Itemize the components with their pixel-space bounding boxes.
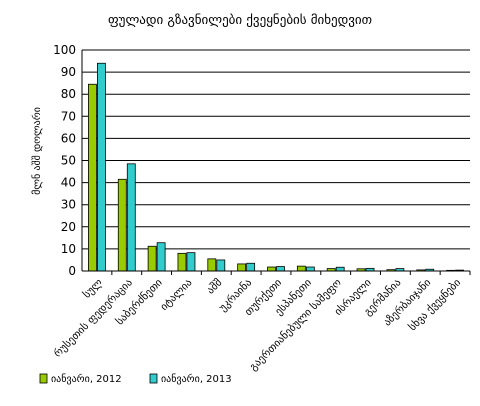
legend-label: იანვარი, 2012 — [51, 373, 122, 385]
y-tick-label: 70 — [61, 109, 76, 123]
bar-2013 — [246, 262, 256, 272]
y-tick-label: 90 — [61, 65, 76, 79]
y-tick-label: 10 — [61, 242, 76, 256]
legend-swatch — [39, 373, 48, 384]
bar-2012 — [88, 83, 97, 272]
category-label: სულ — [81, 277, 105, 301]
y-tick-label: 40 — [61, 176, 76, 190]
category-label: იტალია — [158, 277, 194, 313]
bar-2013 — [97, 62, 106, 272]
y-tick-label: 80 — [61, 87, 76, 101]
y-tick-label: 30 — [61, 198, 76, 212]
bar-2013 — [126, 163, 136, 272]
bar-2012 — [207, 258, 217, 272]
y-tick-label: 50 — [61, 154, 76, 168]
bar-2013 — [335, 266, 345, 272]
y-tick-label: 0 — [68, 264, 76, 278]
y-tick-labels: 0 10 20 30 40 50 60 70 80 90 100 — [53, 43, 76, 278]
category-label: აშშ — [204, 277, 224, 297]
y-axis-label: მლნ აშშ დოლარი — [31, 107, 43, 195]
bar-2013 — [156, 242, 166, 272]
gridlines — [82, 49, 470, 250]
y-tick-label: 100 — [53, 43, 76, 57]
y-tick-label: 20 — [61, 220, 76, 234]
bar-2013 — [186, 252, 196, 272]
legend-swatch — [149, 373, 158, 384]
bar-2013 — [276, 266, 285, 272]
bar-2013 — [305, 266, 315, 272]
bar-2013 — [216, 259, 226, 272]
bar-2012 — [177, 252, 187, 272]
legend: იანვარი, 2012 იანვარი, 2013 — [39, 373, 232, 385]
bar-2012 — [237, 263, 247, 272]
bar-2012 — [267, 266, 276, 272]
bar-2012 — [147, 245, 157, 272]
bar-2012 — [117, 178, 127, 272]
axes — [81, 50, 471, 275]
legend-label: იანვარი, 2013 — [161, 373, 232, 385]
y-tick-label: 60 — [61, 131, 76, 145]
bar-2012 — [296, 265, 306, 272]
chart-title: ფულადი გზავნილები ქვეყნების მიხედვით — [108, 13, 372, 28]
bars — [88, 62, 464, 272]
